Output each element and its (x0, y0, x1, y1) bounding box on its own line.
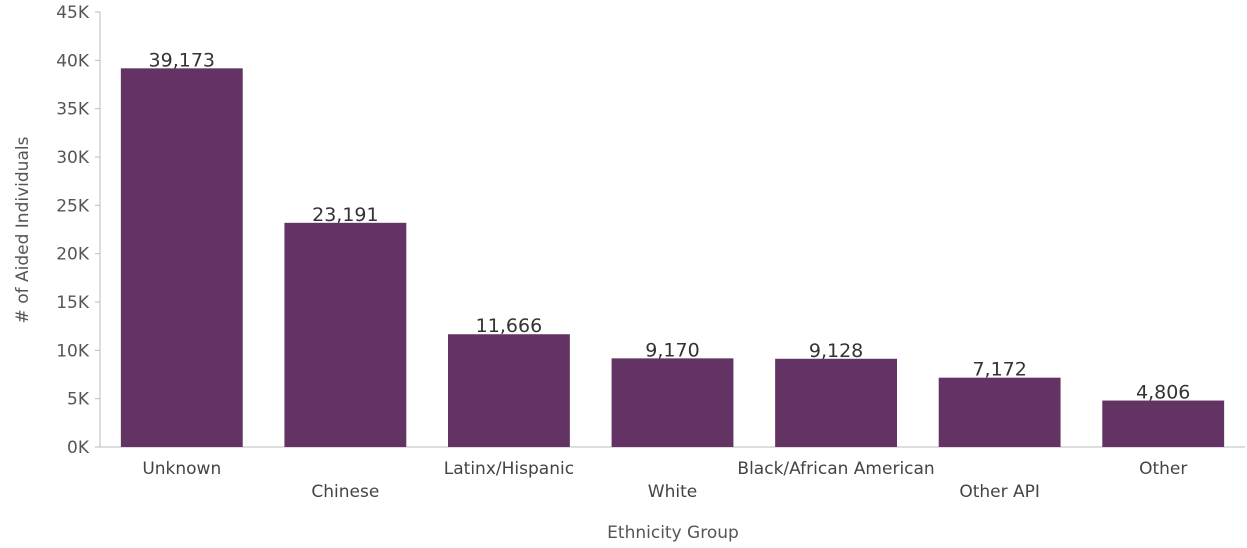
bar (775, 358, 898, 447)
data-label: 9,170 (645, 339, 699, 361)
bar (1102, 400, 1225, 447)
data-label: 11,666 (476, 315, 542, 337)
bars (120, 68, 1225, 447)
x-tick-label: Other API (959, 482, 1040, 502)
y-tick-label: 35K (56, 100, 90, 120)
x-tick-label: Unknown (142, 459, 221, 479)
y-tick-label: 0K (67, 438, 90, 458)
y-tick-label: 40K (56, 51, 90, 71)
y-tick-label: 5K (67, 390, 90, 410)
y-tick-label: 45K (56, 3, 90, 23)
data-label: 23,191 (312, 204, 378, 226)
category-labels: Unknown Chinese Latinx/Hispanic White Black/… (142, 459, 1187, 502)
y-axis-ticks: 0K 5K 10K 15K 20K 25K 30K 35K 40K 45K (56, 3, 100, 458)
y-axis-title: # of Aided Individuals (13, 136, 33, 323)
data-label: 39,173 (149, 49, 215, 71)
bar (447, 334, 570, 447)
bar (938, 377, 1061, 447)
x-tick-label: Chinese (311, 482, 379, 502)
y-tick-label: 20K (56, 245, 90, 265)
data-labels: 39,173 23,191 11,666 9,170 9,128 7,172 4,806 (149, 49, 1191, 403)
y-tick-label: 25K (56, 196, 90, 216)
data-label: 7,172 (972, 359, 1026, 381)
bar (120, 68, 243, 447)
x-tick-label: Latinx/Hispanic (444, 459, 574, 479)
x-axis-title: Ethnicity Group (607, 523, 739, 543)
y-tick-label: 10K (56, 341, 90, 361)
x-tick-label: Other (1139, 459, 1187, 479)
y-tick-label: 30K (56, 148, 90, 168)
bar (284, 222, 407, 447)
data-label: 4,806 (1136, 382, 1190, 404)
y-tick-label: 15K (56, 293, 90, 313)
bar (611, 358, 734, 447)
x-tick-label: Black/African American (737, 459, 934, 479)
data-label: 9,128 (809, 340, 863, 362)
x-tick-label: White (648, 482, 697, 502)
